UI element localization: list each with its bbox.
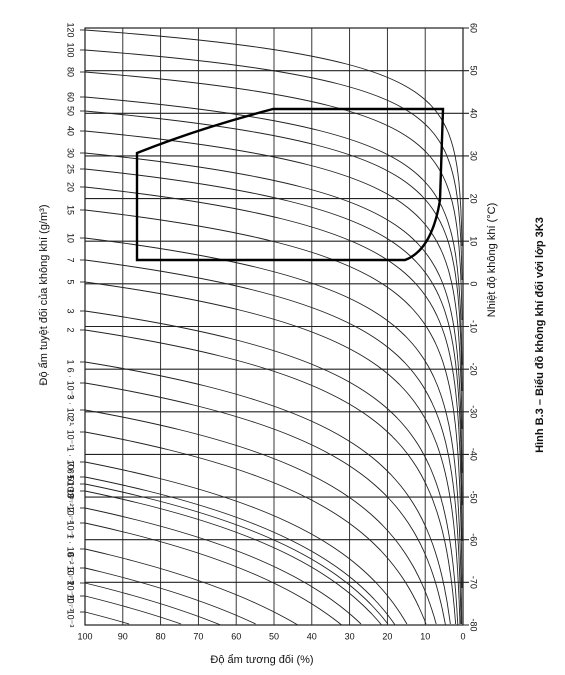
humidity-curve bbox=[84, 29, 463, 246]
left-tick-label: 1 bbox=[66, 359, 76, 364]
left-tick-label: 3 · 10⁻³ bbox=[66, 568, 76, 599]
left-tick-label: 7 · 10⁻² bbox=[66, 462, 76, 493]
bottom-tick-label: 80 bbox=[156, 631, 166, 641]
bottom-tick-label: 10 bbox=[420, 631, 430, 641]
humidity-curve bbox=[84, 522, 342, 626]
bottom-tick-label: 0 bbox=[460, 631, 465, 641]
humidity-curve bbox=[84, 461, 408, 625]
left-tick-label: 100 bbox=[66, 42, 76, 57]
right-tick-label: -60 bbox=[469, 533, 479, 546]
humidity-curve bbox=[84, 483, 389, 625]
humidity-curve bbox=[84, 186, 463, 541]
right-tick-label: 20 bbox=[469, 194, 479, 204]
humidity-curve bbox=[84, 490, 382, 626]
left-tick-label: 20 bbox=[66, 182, 76, 192]
humidity-curve bbox=[84, 329, 457, 625]
left-tick-label: 1 · 10⁻¹ bbox=[66, 447, 76, 478]
left-tick-label: 6 · 10⁻² bbox=[66, 469, 76, 500]
caption: Hình B.3 – Biểu đồ không khí đối với lớp… bbox=[534, 217, 546, 453]
left-tick-label: 2 · 10⁻³ bbox=[66, 581, 76, 612]
humidity-curve bbox=[84, 49, 463, 280]
left-tick-label: 6 · 10⁻³ bbox=[66, 553, 76, 584]
left-tick-label: 2 bbox=[66, 327, 76, 332]
right-tick-label: -50 bbox=[469, 491, 479, 504]
bottom-tick-label: 100 bbox=[77, 631, 92, 641]
left-tick-label: 3 · 10⁻² bbox=[66, 493, 76, 524]
left-tick-label: 120 bbox=[66, 22, 76, 37]
left-tick-label: 80 bbox=[66, 67, 76, 77]
humidity-curve bbox=[84, 237, 463, 624]
humidity-curve bbox=[84, 130, 463, 429]
left-tick-label: 6 · 10⁻¹ bbox=[66, 368, 76, 399]
right-tick-label: -10 bbox=[469, 320, 479, 333]
left-tick-label: 40 bbox=[66, 126, 76, 136]
left-axis-label: Độ ẩm tuyệt đối của không khí (g/m³) bbox=[38, 205, 50, 386]
bottom-tick-label: 50 bbox=[269, 631, 279, 641]
humidity-curve bbox=[84, 209, 463, 588]
humidity-curve bbox=[84, 409, 437, 625]
humidity-curve bbox=[84, 110, 463, 391]
left-tick-label: 5 bbox=[66, 279, 76, 284]
right-tick-label: -80 bbox=[469, 618, 479, 631]
left-tick-label: 60 bbox=[66, 92, 76, 102]
humidity-curves bbox=[84, 29, 463, 626]
humidity-curve bbox=[84, 96, 463, 365]
right-tick-label: 30 bbox=[469, 151, 479, 161]
humidity-curve bbox=[84, 431, 427, 625]
bottom-tick-label: 30 bbox=[345, 631, 355, 641]
bottom-axis-label: Độ ẩm tương đối (%) bbox=[210, 654, 313, 666]
left-tick-label: 30 bbox=[66, 148, 76, 158]
humidity-curve bbox=[84, 71, 463, 320]
right-tick-label: 0 bbox=[469, 281, 479, 286]
humidity-curve bbox=[84, 361, 451, 625]
humidity-curve bbox=[84, 611, 130, 625]
humidity-curve bbox=[84, 582, 221, 626]
bottom-tick-label: 60 bbox=[231, 631, 241, 641]
left-tick-label: 3 bbox=[66, 308, 76, 313]
bottom-tick-label: 20 bbox=[382, 631, 392, 641]
left-tick-label: 15 bbox=[66, 205, 76, 215]
right-tick-label: -40 bbox=[469, 448, 479, 461]
left-tick-label: 2 · 10⁻² bbox=[66, 508, 76, 539]
humidity-curve bbox=[84, 259, 462, 624]
climate-limit-boundary bbox=[135, 107, 445, 262]
right-axis-label: Nhiệt độ không khí (°C) bbox=[486, 203, 498, 317]
left-tick-label: 10 bbox=[66, 233, 76, 243]
humidity-curve bbox=[84, 548, 299, 626]
right-tick-label: 10 bbox=[469, 236, 479, 246]
humidity-curve bbox=[84, 310, 459, 626]
humidity-curve bbox=[84, 595, 182, 625]
humidity-curve bbox=[84, 281, 461, 624]
bottom-tick-label: 70 bbox=[193, 631, 203, 641]
humidity-curve bbox=[84, 567, 256, 625]
humidity-curve bbox=[84, 382, 446, 626]
bottom-tick-label: 90 bbox=[118, 631, 128, 641]
left-tick-label: 1 · 10⁻³ bbox=[66, 597, 76, 628]
right-tick-label: 50 bbox=[469, 66, 479, 76]
right-tick-label: 60 bbox=[469, 23, 479, 33]
left-tick-label: 2 · 10⁻¹ bbox=[66, 417, 76, 448]
left-tick-label: 3 · 10⁻¹ bbox=[66, 395, 76, 426]
humidity-curve bbox=[84, 152, 463, 473]
right-tick-label: -30 bbox=[469, 405, 479, 418]
left-tick-label: 5 · 10⁻² bbox=[66, 476, 76, 507]
humidity-curve bbox=[84, 168, 463, 505]
right-tick-label: -70 bbox=[469, 576, 479, 589]
left-tick-label: 1 · 10⁻² bbox=[66, 534, 76, 565]
right-tick-label: 40 bbox=[469, 108, 479, 118]
left-tick-label: 25 bbox=[66, 164, 76, 174]
left-tick-label: 7 bbox=[66, 257, 76, 262]
bottom-tick-label: 40 bbox=[307, 631, 317, 641]
humidity-curve bbox=[84, 507, 362, 625]
left-tick-label: 50 bbox=[66, 106, 76, 116]
right-tick-label: -20 bbox=[469, 363, 479, 376]
humidity-curve bbox=[84, 476, 396, 626]
